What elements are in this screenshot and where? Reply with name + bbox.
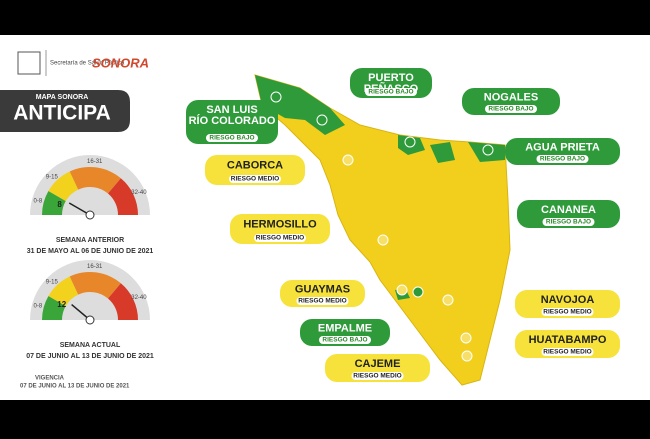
gauge-period: 31 DE MAYO AL 06 DE JUNIO DE 2021 (27, 248, 154, 255)
risk-level: RIESGO MEDIO (353, 373, 401, 380)
risk-pill (206, 134, 258, 142)
risk-level: RIESGO BAJO (546, 219, 591, 226)
municipality-label: SAN LUIS RÍO COLORADO RIESGO BAJO (186, 100, 278, 144)
risk-level: RIESGO BAJO (488, 106, 533, 113)
municipality-label: AGUA PRIETA RIESGO BAJO (505, 138, 620, 165)
municipality-name: NOGALES (484, 92, 538, 104)
validity-label: VIGENCIA (35, 376, 65, 382)
risk-pill (365, 88, 417, 96)
municipality-label: HERMOSILLO RIESGO MEDIO (230, 214, 330, 244)
validity-period: 07 DE JUNIO AL 13 DE JUNIO DE 2021 (20, 384, 130, 390)
municipality-label: CABORCA RIESGO MEDIO (205, 155, 305, 185)
gauge-range: 0-8 (34, 199, 43, 205)
municipality-name: HERMOSILLO (243, 219, 317, 231)
pin (460, 332, 472, 344)
gauge-range: 9-15 (46, 174, 59, 180)
gauge-range: 9-15 (46, 279, 59, 285)
risk-pill (229, 175, 281, 183)
pin (342, 154, 354, 166)
risk-level: RIESGO BAJO (540, 156, 585, 163)
letterbox (0, 0, 650, 35)
gauge-range: 16-31 (87, 159, 103, 165)
municipality-name: SAN LUIS RÍO COLORADO (189, 104, 276, 127)
risk-level: RIESGO BAJO (209, 135, 254, 142)
label-box (515, 330, 620, 358)
department: Secretaría de Salud Pública (50, 61, 125, 67)
risk-level: RIESGO MEDIO (298, 298, 346, 305)
municipality-name: NAVOJOA (541, 294, 595, 306)
municipality-name: CAJEME (355, 358, 401, 370)
municipality-name: CANANEA (541, 204, 596, 216)
gauge-segment (42, 296, 66, 320)
risk-pill (296, 297, 349, 305)
municipality-name: HUATABAMPO (529, 334, 607, 346)
gauge-label: SEMANA ACTUAL (60, 342, 121, 349)
logo-crest (17, 51, 41, 75)
banner (0, 90, 130, 132)
risk-pill (542, 218, 595, 226)
risk-pill (254, 234, 306, 242)
municipality-name: EMPALME (318, 323, 372, 335)
banner-subtitle: MAPA SONORA (36, 94, 89, 101)
risk-level: RIESGO MEDIO (543, 309, 591, 316)
pin (316, 114, 328, 126)
state-logo: SONORA (92, 55, 149, 70)
risk-pill (351, 372, 404, 380)
gauge-label: SEMANA ANTERIOR (56, 237, 124, 244)
gauge-segment (42, 191, 66, 215)
municipality-label: EMPALME RIESGO BAJO (300, 319, 390, 346)
gauge-range: 32-40 (131, 295, 147, 301)
gauge-segment (69, 167, 121, 194)
label-box (515, 290, 620, 318)
risk-pill (541, 308, 594, 316)
municipality-label: GUAYMAS RIESGO MEDIO (280, 280, 365, 307)
risk-level: RIESGO MEDIO (256, 235, 304, 242)
gauge-period: 07 DE JUNIO AL 13 DE JUNIO DE 2021 (26, 353, 154, 360)
gauge-segment (48, 276, 79, 306)
municipality-label: HUATABAMPO RIESGO MEDIO (515, 330, 620, 358)
gauge-range: 32-40 (131, 190, 147, 196)
gauge-range: 0-8 (34, 304, 43, 310)
pin (482, 144, 494, 156)
gauge-value: 8 (57, 200, 62, 209)
risk-pill (541, 348, 594, 356)
municipality-label: CANANEA RIESGO BAJO (517, 200, 620, 228)
gauge-segment (107, 283, 138, 320)
pin (270, 91, 282, 103)
municipality-name: AGUA PRIETA (525, 142, 600, 154)
municipality-label: CAJEME RIESGO MEDIO (325, 354, 430, 382)
gauge-segment (69, 272, 121, 299)
risk-pill (485, 105, 537, 113)
pin (442, 294, 454, 306)
gauge-segment (107, 178, 138, 215)
risk-pill (319, 336, 371, 344)
label-box (186, 100, 278, 144)
gauge-hub (85, 315, 95, 325)
risk-pill (536, 155, 589, 163)
gauge-hub (85, 210, 95, 220)
pin (396, 284, 408, 296)
municipality-name: GUAYMAS (295, 284, 350, 296)
gauge-value: 12 (57, 300, 66, 309)
pin (377, 234, 389, 246)
risk-level: RIESGO MEDIO (543, 349, 591, 356)
pin (412, 286, 424, 298)
municipality-label: NAVOJOA RIESGO MEDIO (515, 290, 620, 318)
risk-level: RIESGO BAJO (322, 337, 367, 344)
gauge-segment (48, 171, 79, 201)
green-zone (430, 142, 455, 163)
label-box (505, 138, 620, 165)
pin (461, 350, 473, 362)
gauge-range: 16-31 (87, 264, 103, 270)
pin (404, 136, 416, 148)
municipality-label: NOGALES RIESGO BAJO (462, 88, 560, 115)
municipality-name: CABORCA (227, 160, 283, 172)
risk-level: RIESGO BAJO (368, 89, 413, 96)
banner-title: ANTICIPA (13, 102, 111, 125)
risk-level: RIESGO MEDIO (231, 176, 279, 183)
municipality-label: PUERTOPEÑASCORIESGO BAJO (350, 68, 432, 98)
label-box (325, 354, 430, 382)
